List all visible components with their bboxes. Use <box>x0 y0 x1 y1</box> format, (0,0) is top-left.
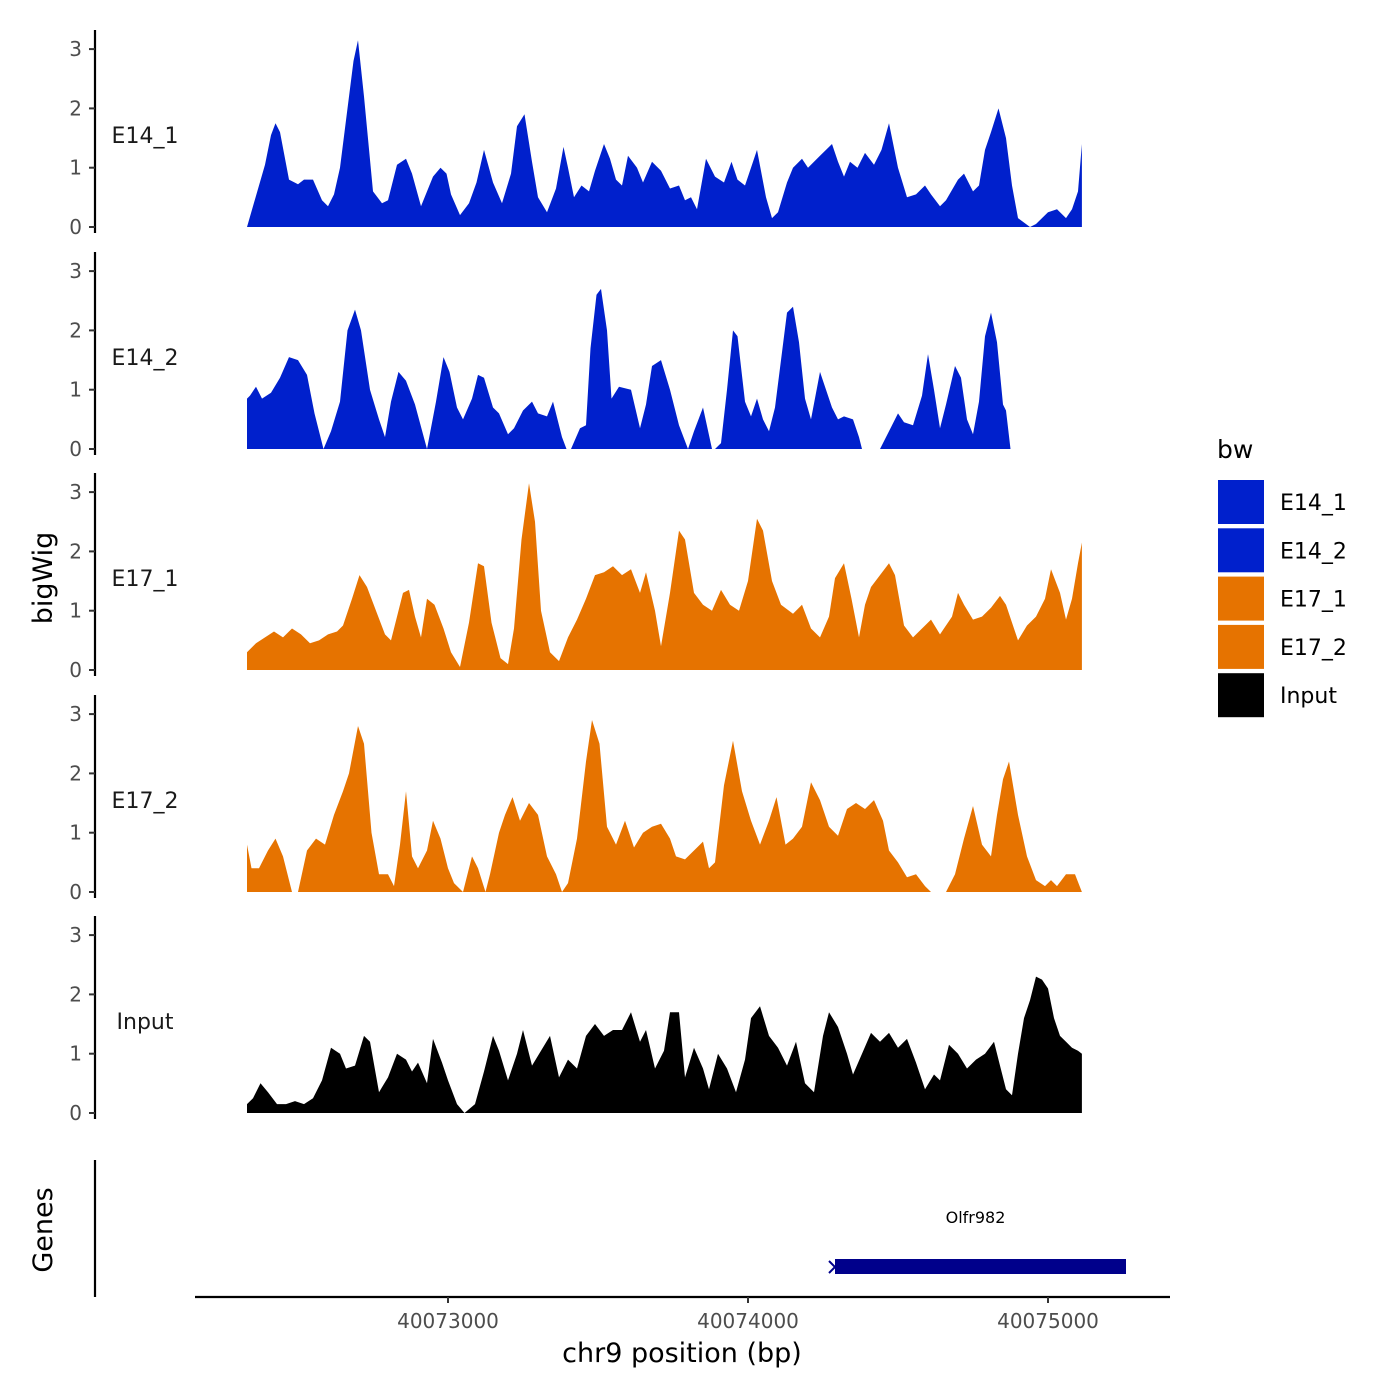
y-tick-label: 2 <box>69 96 82 120</box>
x-tick-label: 40075000 <box>997 1309 1099 1333</box>
x-tick-label: 40074000 <box>697 1309 799 1333</box>
genes-panel-title: Genes <box>28 1187 59 1272</box>
gene-label: Olfr982 <box>946 1208 1006 1227</box>
coverage-area-e14-1 <box>247 40 1082 228</box>
track-label: Input <box>117 1010 174 1035</box>
y-tick-label: 2 <box>69 982 82 1006</box>
track-label: E17_1 <box>112 567 179 592</box>
y-tick-label: 0 <box>69 1101 82 1125</box>
y-tick-label: 0 <box>69 658 82 682</box>
legend-label: E17_2 <box>1280 636 1347 661</box>
legend-label: Input <box>1280 684 1337 709</box>
y-tick-label: 1 <box>69 599 82 623</box>
coverage-tracks: 0 1 2 3 E14_1 0 1 2 3 E14_2 0 1 2 3 E17_1 0 1 2 3 E17_2 0 1 2 3… <box>69 30 1082 1125</box>
legend-swatch <box>1218 673 1264 718</box>
coverage-area-e17-1 <box>247 483 1082 670</box>
gene-body <box>835 1259 1126 1274</box>
track-e17-2: 0 1 2 3 E17_2 <box>69 695 1082 904</box>
track-e14-1: 0 1 2 3 E14_1 <box>69 30 1082 239</box>
x-axis-title: chr9 position (bp) <box>562 1338 802 1369</box>
y-tick-label: 0 <box>69 880 82 904</box>
track-input: 0 1 2 3 Input <box>69 916 1082 1125</box>
y-tick-label: 2 <box>69 539 82 563</box>
x-axis: 40073000 40074000 40075000 <box>195 1295 1170 1333</box>
legend-label: E14_2 <box>1280 539 1347 564</box>
track-e14-2: 0 1 2 3 E14_2 <box>69 252 1011 461</box>
legend-swatch <box>1218 528 1264 573</box>
track-e17-1: 0 1 2 3 E17_1 <box>69 473 1082 682</box>
y-tick-label: 3 <box>69 259 82 283</box>
x-tick-label: 40073000 <box>397 1309 499 1333</box>
gene-strand-arrow <box>828 1260 837 1274</box>
legend-label: E14_1 <box>1280 491 1347 516</box>
y-tick-label: 2 <box>69 318 82 342</box>
coverage-area-e17-2 <box>247 720 1082 892</box>
track-label: E17_2 <box>112 789 179 814</box>
y-tick-label: 1 <box>69 378 82 402</box>
legend-swatch <box>1218 480 1264 524</box>
y-tick-label: 1 <box>69 1042 82 1066</box>
legend-label: E17_1 <box>1280 588 1347 613</box>
y-tick-label: 1 <box>69 156 82 180</box>
coverage-area-input <box>247 976 1082 1113</box>
track-label: E14_2 <box>112 346 179 371</box>
y-tick-label: 0 <box>69 437 82 461</box>
legend: bw E14_1 E14_2 E17_1 E17_2 Input <box>1217 435 1347 718</box>
y-tick-label: 3 <box>69 480 82 504</box>
y-tick-label: 3 <box>69 702 82 726</box>
y-tick-label: 3 <box>69 37 82 61</box>
y-axis-title: bigWig <box>28 532 59 625</box>
track-label: E14_1 <box>112 124 179 149</box>
coverage-area-e14-2 <box>247 288 1011 449</box>
y-tick-label: 0 <box>69 215 82 239</box>
y-tick-label: 1 <box>69 821 82 845</box>
legend-swatch <box>1218 576 1264 621</box>
genes-panel: Olfr982 <box>93 1160 1126 1297</box>
y-tick-label: 3 <box>69 923 82 947</box>
legend-title: bw <box>1217 435 1253 464</box>
y-tick-label: 2 <box>69 761 82 785</box>
legend-swatch <box>1218 624 1264 669</box>
